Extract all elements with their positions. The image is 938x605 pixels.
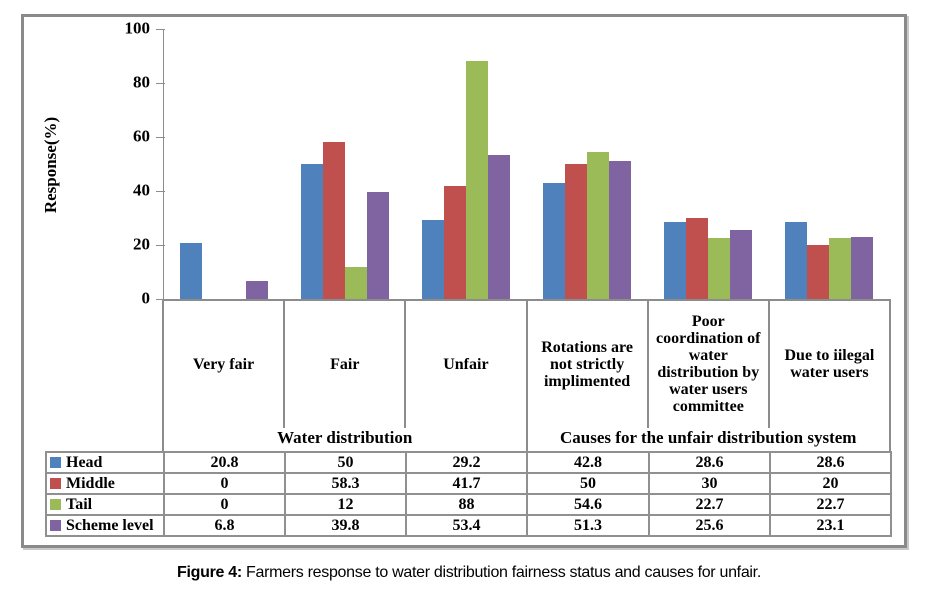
table-row-middle: Middle 0 58.3 41.7 50 30 20 bbox=[45, 472, 892, 495]
y-tick-label: 20 bbox=[133, 234, 150, 254]
series-name: Scheme level bbox=[66, 516, 154, 534]
value-cell: 12 bbox=[284, 493, 407, 516]
value-cell: 39.8 bbox=[284, 514, 407, 537]
bar-scheme-level bbox=[609, 160, 632, 299]
category-separator bbox=[525, 299, 528, 451]
category-separator bbox=[162, 299, 164, 451]
category-label: Very fair bbox=[193, 355, 255, 373]
bar-scheme-level bbox=[487, 154, 510, 299]
category-label: Rotations are not strictly implimented bbox=[541, 338, 633, 390]
value-cell: 20.8 bbox=[163, 451, 286, 474]
category-separator bbox=[404, 299, 407, 428]
table-row-scheme-level: Scheme level 6.8 39.8 53.4 51.3 25.6 23.1 bbox=[45, 514, 892, 537]
chart-frame bbox=[21, 14, 907, 548]
bar-tail bbox=[344, 266, 367, 299]
legend-cell: Tail bbox=[45, 493, 165, 516]
y-tick-label: 40 bbox=[133, 180, 150, 200]
y-tick-label: 60 bbox=[133, 126, 150, 146]
value-cell: 30 bbox=[648, 472, 771, 495]
y-tick-label: 100 bbox=[124, 18, 151, 38]
legend-cell: Head bbox=[45, 451, 165, 474]
category-label: Due to iilegal water users bbox=[784, 347, 875, 381]
category-group-label: Causes for the unfair distribution syste… bbox=[560, 428, 857, 447]
bar-middle bbox=[807, 245, 830, 299]
bar-tail bbox=[708, 237, 731, 299]
bar-head bbox=[421, 220, 444, 299]
y-tick-mark bbox=[156, 82, 165, 84]
value-cell: 25.6 bbox=[648, 514, 771, 537]
category-label: Fair bbox=[330, 355, 360, 373]
value-cell: 51.3 bbox=[526, 514, 650, 537]
bar-scheme-level bbox=[730, 229, 753, 299]
series-name: Middle bbox=[66, 474, 115, 492]
y-tick-mark bbox=[156, 298, 165, 300]
table-row-tail: Tail 0 12 88 54.6 22.7 22.7 bbox=[45, 493, 892, 516]
bar-middle bbox=[443, 186, 466, 299]
category-label: Poor coordination of water distribution … bbox=[656, 313, 761, 415]
value-cell: 23.1 bbox=[769, 514, 892, 537]
value-cell: 6.8 bbox=[163, 514, 286, 537]
bar-tail bbox=[829, 237, 852, 299]
bar-middle bbox=[686, 218, 709, 299]
chart-data-table: Head 20.8 50 29.2 42.8 28.6 28.6 Middle 0 58.3 41.… bbox=[45, 451, 892, 537]
figure-caption: Figure 4: Farmers response to water dist… bbox=[0, 564, 938, 582]
bar-head bbox=[179, 242, 202, 299]
category-separator bbox=[889, 299, 891, 451]
series-name: Tail bbox=[66, 495, 93, 513]
bar-scheme-level bbox=[366, 191, 389, 299]
value-cell: 22.7 bbox=[648, 493, 771, 516]
bar-scheme-level bbox=[851, 236, 874, 299]
bar-middle bbox=[565, 164, 588, 299]
value-cell: 88 bbox=[405, 493, 528, 516]
table-row-head: Head 20.8 50 29.2 42.8 28.6 28.6 bbox=[45, 451, 892, 474]
category-separator bbox=[646, 299, 649, 428]
y-tick-mark bbox=[156, 190, 165, 192]
value-cell: 54.6 bbox=[526, 493, 650, 516]
value-cell: 20 bbox=[769, 472, 892, 495]
value-cell: 50 bbox=[526, 472, 650, 495]
bar-scheme-level bbox=[245, 280, 268, 299]
legend-cell: Scheme level bbox=[45, 514, 165, 537]
series-name: Head bbox=[66, 453, 103, 471]
value-cell: 42.8 bbox=[526, 451, 650, 474]
category-separator bbox=[283, 299, 286, 428]
y-axis-line bbox=[163, 29, 164, 299]
value-cell: 28.6 bbox=[648, 451, 771, 474]
value-cell: 58.3 bbox=[284, 472, 407, 495]
value-cell: 50 bbox=[284, 451, 407, 474]
value-cell: 28.6 bbox=[769, 451, 892, 474]
category-group-label: Water distribution bbox=[277, 428, 413, 447]
legend-swatch-tail bbox=[50, 498, 61, 510]
y-tick-label: 0 bbox=[141, 288, 151, 308]
y-tick-mark bbox=[156, 136, 165, 138]
legend-cell: Middle bbox=[45, 472, 165, 495]
bar-head bbox=[300, 164, 323, 299]
y-tick-mark bbox=[156, 244, 165, 246]
bar-head bbox=[664, 221, 687, 299]
value-cell: 0 bbox=[163, 472, 286, 495]
bar-head bbox=[785, 221, 808, 299]
value-cell: 41.7 bbox=[405, 472, 528, 495]
category-label: Unfair bbox=[443, 355, 489, 373]
y-tick-label: 80 bbox=[133, 72, 150, 92]
figure-caption-label: Figure 4: bbox=[177, 564, 242, 581]
category-separator bbox=[767, 299, 770, 428]
legend-swatch-middle bbox=[50, 477, 61, 489]
bar-head bbox=[543, 183, 566, 299]
bar-middle bbox=[322, 141, 345, 299]
bar-tail bbox=[465, 61, 488, 299]
legend-swatch-scheme-level bbox=[50, 519, 61, 531]
value-cell: 29.2 bbox=[405, 451, 528, 474]
y-tick-mark bbox=[156, 28, 165, 30]
value-cell: 22.7 bbox=[769, 493, 892, 516]
value-cell: 53.4 bbox=[405, 514, 528, 537]
y-axis-title: Response(%) bbox=[41, 116, 60, 214]
figure-caption-text: Farmers response to water distribution f… bbox=[241, 564, 761, 581]
legend-swatch-head bbox=[50, 456, 61, 468]
bar-tail bbox=[587, 151, 610, 299]
value-cell: 0 bbox=[163, 493, 286, 516]
